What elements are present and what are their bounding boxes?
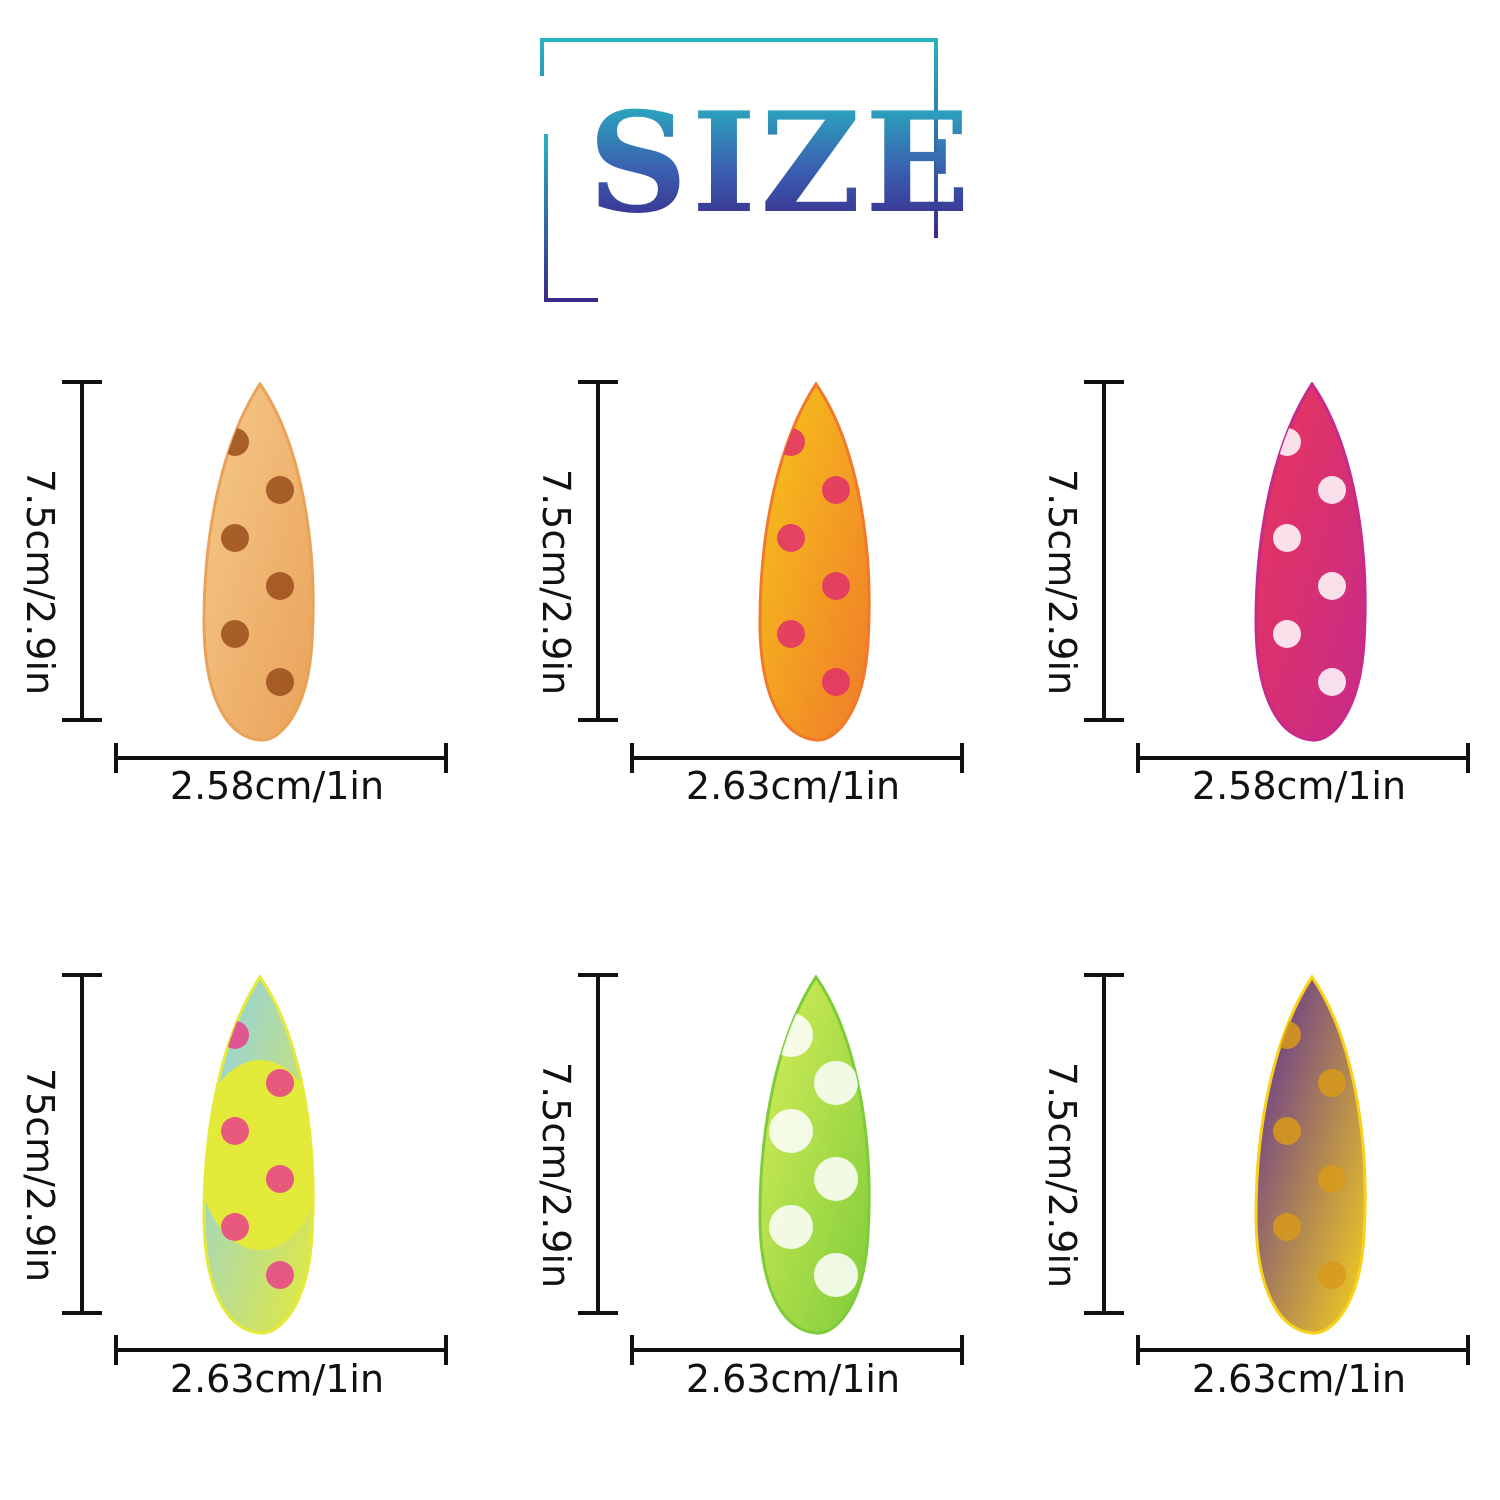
surfboard-sea-turtles-image bbox=[202, 382, 315, 742]
width-dimension-line bbox=[630, 1348, 964, 1352]
dimension-tick bbox=[114, 743, 118, 773]
height-label: 7.5cm/2.9in bbox=[534, 468, 578, 696]
dimension-tick bbox=[960, 1335, 964, 1365]
dimension-tick bbox=[630, 743, 634, 773]
dimension-tick bbox=[114, 1335, 118, 1365]
surfboard-item: 7.5cm/2.9in 2.63cm/1in bbox=[1022, 973, 1500, 1433]
dimension-tick bbox=[1466, 743, 1470, 773]
width-dimension-line bbox=[114, 1348, 448, 1352]
width-label: 2.58cm/1in bbox=[1191, 764, 1407, 808]
surfboard-summer-text-image bbox=[1254, 382, 1367, 742]
height-label: 75cm/2.9in bbox=[18, 1067, 62, 1283]
surfboard-hibiscus-blue-image bbox=[202, 975, 315, 1335]
size-title: SIZE bbox=[588, 81, 975, 244]
dimension-tick bbox=[444, 1335, 448, 1365]
surfboard-item: 7.5cm/2.9in 2.58cm/1in bbox=[0, 380, 480, 840]
height-label: 7.5cm/2.9in bbox=[1040, 1061, 1084, 1289]
height-label: 7.5cm/2.9in bbox=[534, 1061, 578, 1289]
dimension-tick bbox=[578, 380, 618, 384]
dimension-tick bbox=[444, 743, 448, 773]
height-label: 7.5cm/2.9in bbox=[18, 468, 62, 696]
width-dimension-line bbox=[114, 756, 448, 760]
dimension-tick bbox=[1084, 973, 1124, 977]
width-dimension-line bbox=[1136, 756, 1470, 760]
width-label: 2.63cm/1in bbox=[685, 1357, 901, 1401]
width-dimension-line bbox=[630, 756, 964, 760]
surfboard-item: 7.5cm/2.9in 2.63cm/1in bbox=[516, 380, 996, 840]
surfboard-item: 7.5cm/2.9in 2.58cm/1in bbox=[1022, 380, 1500, 840]
height-dimension-line bbox=[80, 380, 84, 722]
dimension-tick bbox=[1084, 718, 1124, 722]
surfboard-hibiscus-purple-image bbox=[1254, 975, 1367, 1335]
height-label: 7.5cm/2.9in bbox=[1040, 468, 1084, 696]
width-dimension-line bbox=[1136, 1348, 1470, 1352]
width-label: 2.63cm/1in bbox=[1191, 1357, 1407, 1401]
dimension-tick bbox=[1084, 1311, 1124, 1315]
size-title-frame: SIZE bbox=[520, 34, 970, 326]
dimension-tick bbox=[578, 718, 618, 722]
surfboard-item: 75cm/2.9in 2.63cm/1in bbox=[0, 973, 480, 1433]
dimension-tick bbox=[1084, 380, 1124, 384]
width-label: 2.58cm/1in bbox=[169, 764, 385, 808]
dimension-tick bbox=[62, 973, 102, 977]
height-dimension-line bbox=[1102, 380, 1106, 722]
width-label: 2.63cm/1in bbox=[685, 764, 901, 808]
surfboard-palm-leaves-image bbox=[758, 975, 871, 1335]
dimension-tick bbox=[578, 973, 618, 977]
height-dimension-line bbox=[596, 973, 600, 1315]
dimension-tick bbox=[62, 1311, 102, 1315]
dimension-tick bbox=[62, 718, 102, 722]
width-label: 2.63cm/1in bbox=[169, 1357, 385, 1401]
height-dimension-line bbox=[596, 380, 600, 722]
dimension-tick bbox=[1136, 1335, 1140, 1365]
dimension-tick bbox=[62, 380, 102, 384]
dimension-tick bbox=[1466, 1335, 1470, 1365]
dimension-tick bbox=[960, 743, 964, 773]
dimension-tick bbox=[578, 1311, 618, 1315]
surfboard-palm-sunset-image bbox=[758, 382, 871, 742]
dimension-tick bbox=[1136, 743, 1140, 773]
height-dimension-line bbox=[1102, 973, 1106, 1315]
surfboard-item: 7.5cm/2.9in 2.63cm/1in bbox=[516, 973, 996, 1433]
dimension-tick bbox=[630, 1335, 634, 1365]
height-dimension-line bbox=[80, 973, 84, 1315]
title-frame-lines bbox=[522, 38, 938, 324]
